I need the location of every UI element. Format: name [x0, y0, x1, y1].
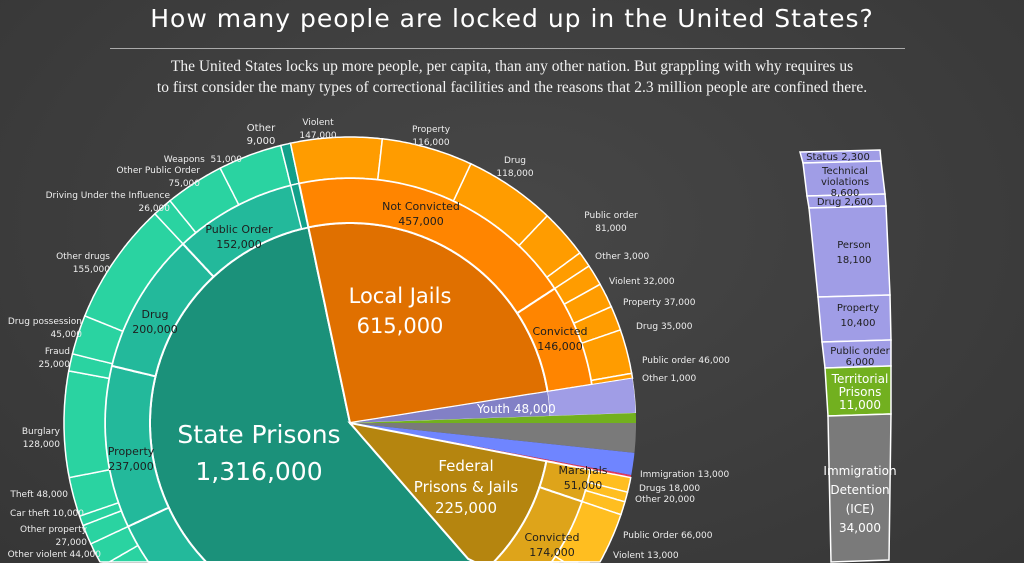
label-state-other-drugs: Other drugs 155,000 — [56, 252, 110, 275]
label-local-c-public-order: Public order 46,000 — [642, 356, 730, 366]
label-fed-immigration: Immigration 13,000 — [640, 470, 730, 480]
subtitle-line: The United States locks up more people, … — [170, 58, 854, 75]
label-state-weapons: Weapons 51,000 — [163, 155, 242, 165]
label-state-burglary: Burglary 128,000 — [21, 427, 60, 450]
label-state-theft: Theft 48,000 — [10, 490, 68, 500]
label-local-nc-property: Property 116,000 — [411, 125, 451, 148]
label-state-drug: Drug 200,000 — [132, 308, 178, 336]
slice-immigration-detention — [350, 423, 636, 453]
subtitle: The United States locks up more people, … — [0, 56, 1024, 98]
label-local-jails: Local Jails 615,000 — [348, 284, 452, 338]
label-fed-convicted: Convicted 174,000 — [524, 531, 580, 559]
bar-youth-property: Property 10,400 — [836, 303, 880, 329]
bar-ice: Immigration Detention (ICE) 34,000 — [823, 464, 897, 535]
label-state-prisons: State Prisons 1,316,000 — [177, 420, 341, 486]
subtitle-line: to first consider the many types of corr… — [156, 79, 868, 96]
bar-youth-technical: Technical violations 8,600 — [820, 166, 870, 199]
label-state-public-order: Public Order 152,000 — [205, 223, 273, 251]
label-local-c-property: Property 37,000 — [623, 298, 696, 308]
bar-youth-public-order: Public order 6,000 — [830, 346, 890, 368]
label-state-car-theft: Car theft 10,000 — [9, 509, 84, 519]
label-state-dui: Driving Under the Influence 26,000 — [45, 191, 170, 214]
label-fed-public-order: Public Order 66,000 — [623, 531, 713, 541]
page-title: How many people are locked up in the Uni… — [150, 4, 874, 33]
title-divider — [110, 48, 905, 49]
label-fed-marshals: Marshals 51,000 — [558, 464, 608, 492]
label-youth: Youth 48,000 — [477, 402, 556, 416]
bar-territorial: Territorial Prisons 11,000 — [831, 372, 889, 412]
label-local-c-violent: Violent 32,000 — [609, 277, 675, 287]
label-local-c-drug: Drug 35,000 — [636, 322, 693, 332]
bar-youth-person: Person 18,100 — [836, 240, 872, 266]
label-fed-other: Other 20,000 — [635, 495, 695, 505]
label-local-nc-violent: Violent 147,000 — [299, 118, 337, 141]
label-local-nc-other: Other 3,000 — [595, 252, 650, 262]
slice-state-burglary — [63, 370, 111, 479]
label-fed-violent: Violent 13,000 — [613, 551, 679, 561]
label-federal: Federal Prisons & Jails 225,000 — [413, 457, 519, 517]
label-local-convicted: Convicted 146,000 — [532, 325, 588, 353]
label-local-c-other: Other 1,000 — [642, 374, 697, 384]
label-state-other-violent: Other violent 44,000 — [7, 550, 101, 560]
label-local-not-convicted: Not Convicted 457,000 — [382, 200, 460, 228]
label-state-property: Property 237,000 — [107, 445, 155, 473]
label-state-other-public-order: Other Public Order 75,000 — [116, 166, 201, 189]
slice-youth-outer — [547, 378, 637, 417]
bar-ice-seg — [827, 413, 892, 563]
label-local-nc-public-order: Public order 81,000 — [584, 211, 638, 234]
label-fed-drugs: Drugs 18,000 — [639, 484, 701, 494]
slice-territorial — [350, 413, 636, 423]
bar-youth-status: Status 2,300 — [806, 152, 870, 163]
label-state-other-property: Other property 27,000 — [20, 525, 87, 548]
slice-local-nc-violent — [289, 136, 384, 185]
label-state-other: Other 9,000 — [246, 123, 276, 147]
bar-youth-drug: Drug 2,600 — [816, 197, 874, 208]
label-state-fraud: Fraud 25,000 — [38, 347, 71, 370]
label-local-nc-drug: Drug 118,000 — [496, 156, 534, 179]
label-state-drug-possession: Drug possession 45,000 — [7, 317, 82, 340]
